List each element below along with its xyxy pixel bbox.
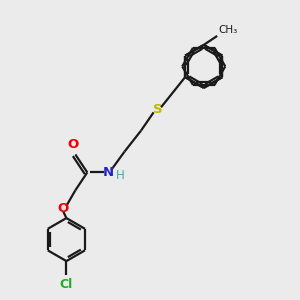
Text: O: O [67,139,79,152]
Text: H: H [116,169,125,182]
Text: CH₃: CH₃ [219,25,238,35]
Text: S: S [153,103,162,116]
Text: Cl: Cl [60,278,73,290]
Text: O: O [58,202,69,215]
Text: N: N [103,166,114,179]
